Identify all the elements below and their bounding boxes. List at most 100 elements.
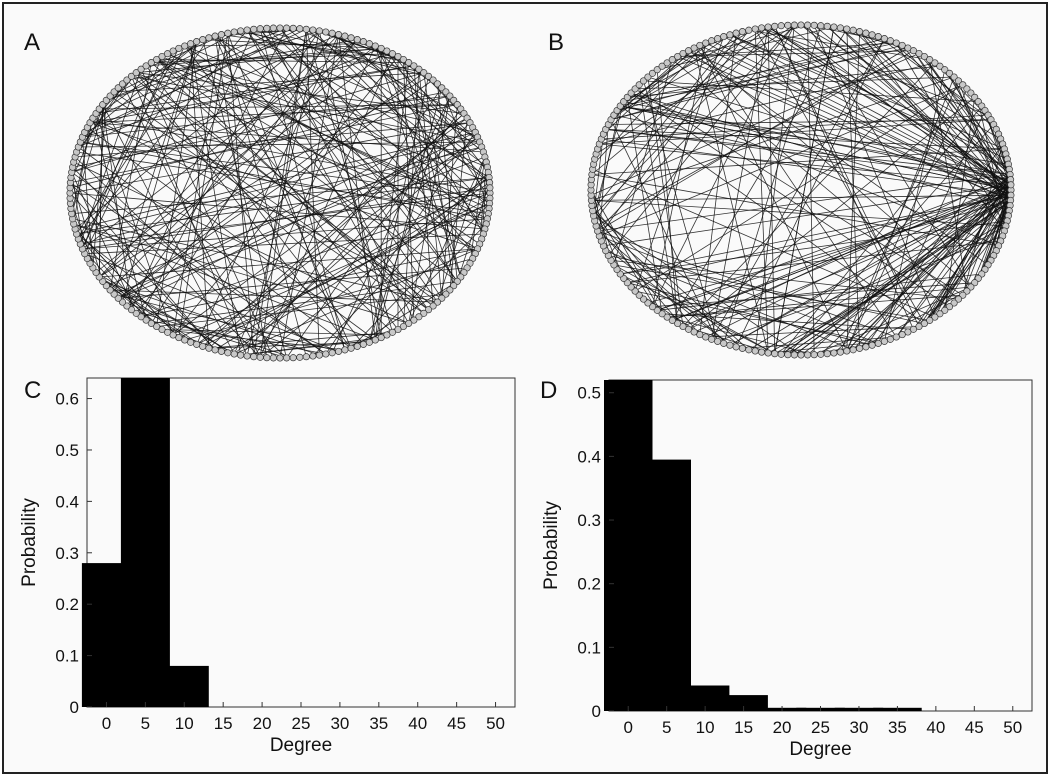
network-edge <box>705 184 1012 338</box>
network-node <box>353 342 361 350</box>
x-tick-label: 10 <box>175 714 194 733</box>
network-edge <box>840 27 1011 175</box>
network-edge <box>408 156 486 324</box>
network-node <box>211 32 219 40</box>
network-node <box>415 313 423 321</box>
network-edge <box>591 26 769 175</box>
network-node <box>738 344 746 352</box>
network-edge <box>82 187 490 250</box>
y-tick-label: 0.2 <box>55 595 79 614</box>
network-node <box>365 338 373 346</box>
network-edge <box>672 184 1012 321</box>
network-node <box>732 29 740 37</box>
network-edge <box>114 72 424 93</box>
network-node <box>424 72 433 80</box>
network-node <box>137 313 145 321</box>
network-node <box>771 350 779 358</box>
network-edge <box>338 34 486 230</box>
network-edge <box>735 38 885 348</box>
network-edge <box>312 29 490 209</box>
network-edge <box>859 31 1011 175</box>
network-edge <box>71 100 107 214</box>
network-node <box>341 346 349 354</box>
x-tick-label: 35 <box>888 718 907 737</box>
network-edge <box>699 45 1012 196</box>
network-node <box>909 325 918 333</box>
network-edge <box>82 218 488 250</box>
network-node <box>817 22 825 30</box>
network-edge <box>76 136 478 235</box>
panel-label-d: D <box>540 377 557 404</box>
network-node <box>230 350 238 358</box>
network-edge <box>944 69 1011 175</box>
network-edge <box>603 245 731 346</box>
y-tick-label: 0.3 <box>55 544 79 563</box>
network-node <box>679 322 687 331</box>
network-edge <box>98 104 104 278</box>
network-edge <box>140 69 274 359</box>
network-edge <box>613 114 1011 201</box>
network-node <box>856 344 864 352</box>
network-node <box>915 322 923 331</box>
y-tick-label: 0.6 <box>55 390 79 409</box>
network-node <box>868 341 876 349</box>
network-node <box>653 66 661 74</box>
network-edge <box>196 34 339 345</box>
network-edge <box>682 184 1012 327</box>
network-node <box>399 55 407 64</box>
network-node <box>181 42 189 50</box>
y-tick-label: 0.5 <box>55 441 79 460</box>
network-node <box>181 336 189 344</box>
network-node <box>296 353 304 361</box>
network-node <box>163 50 172 58</box>
network-node <box>936 310 944 318</box>
network-node <box>696 41 704 49</box>
network-edge <box>634 36 725 292</box>
network-edge <box>240 337 382 356</box>
network-node <box>830 349 838 357</box>
network-nodes-a <box>66 24 494 362</box>
network-edge <box>95 65 414 114</box>
network-edge <box>84 28 307 133</box>
network-node <box>250 25 258 33</box>
network-edge <box>723 36 1012 191</box>
network-node <box>302 25 310 33</box>
network-node <box>377 44 385 52</box>
network-node <box>644 73 652 81</box>
bar-c-5 <box>120 378 170 707</box>
network-edge <box>605 128 1011 175</box>
network-node <box>904 44 912 52</box>
network-node <box>732 343 740 351</box>
network-edge <box>671 28 848 321</box>
network-edge <box>441 87 490 209</box>
network-node <box>874 33 882 41</box>
network-node <box>849 26 857 34</box>
network-edge <box>605 128 1011 180</box>
network-edge <box>643 80 979 102</box>
network-node <box>702 333 710 341</box>
x-axis-label: Degree <box>789 739 851 760</box>
network-node <box>648 303 657 311</box>
network-node <box>945 303 954 311</box>
network-edge <box>647 76 1012 191</box>
network-node <box>383 331 391 339</box>
network-node <box>199 342 207 350</box>
network-edge <box>73 223 409 324</box>
network-node <box>797 351 805 359</box>
network-node <box>217 31 225 39</box>
network-diagram-a <box>66 24 494 362</box>
network-node <box>127 72 136 80</box>
network-edge <box>688 96 975 330</box>
network-edge <box>76 151 489 215</box>
network-node <box>230 28 238 36</box>
network-edge <box>84 233 484 255</box>
network-node <box>892 333 900 341</box>
network-node <box>708 37 716 45</box>
network-node <box>335 347 343 355</box>
network-edge <box>227 33 346 351</box>
network-node <box>745 346 753 354</box>
network-edge <box>595 225 684 327</box>
network-node <box>399 322 407 331</box>
x-tick-label: 20 <box>253 714 272 733</box>
network-edge <box>92 39 203 119</box>
